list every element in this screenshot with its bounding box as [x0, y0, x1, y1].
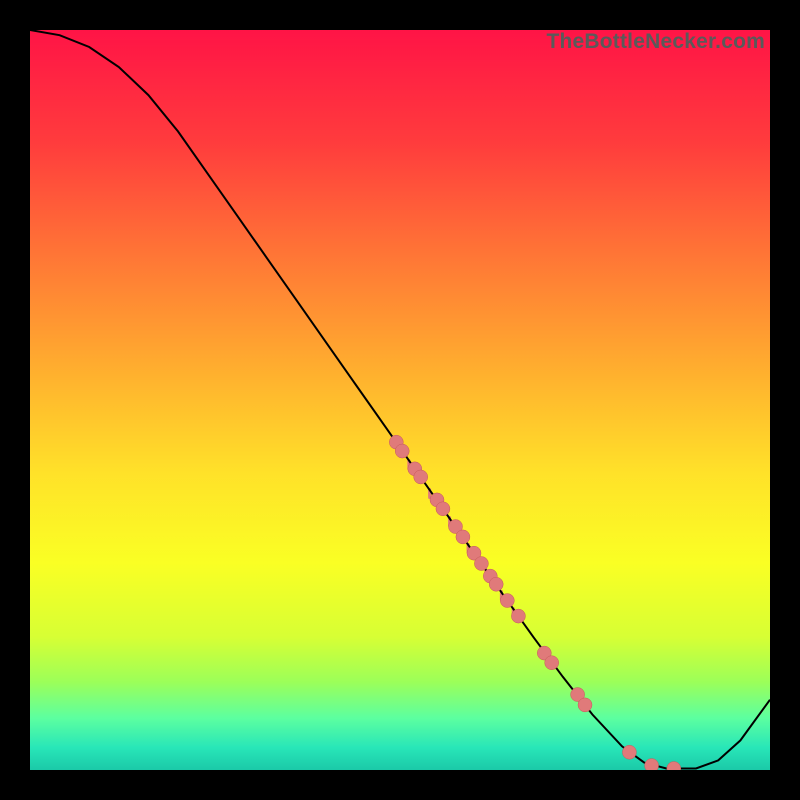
- scatter-point: [622, 745, 636, 759]
- scatter-point: [545, 656, 559, 670]
- scatter-point: [489, 577, 503, 591]
- plot-area: TheBottleNecker.com: [30, 30, 770, 770]
- scatter-points: [389, 435, 681, 770]
- scatter-point: [395, 444, 409, 458]
- chart-frame: TheBottleNecker.com: [0, 0, 800, 800]
- scatter-point: [474, 557, 488, 571]
- scatter-point: [645, 759, 659, 770]
- bottleneck-curve: [30, 30, 770, 769]
- scatter-point: [436, 502, 450, 516]
- scatter-point: [414, 470, 428, 484]
- chart-overlay: [30, 30, 770, 770]
- scatter-point: [500, 594, 514, 608]
- scatter-point: [456, 530, 470, 544]
- scatter-point: [667, 762, 681, 770]
- scatter-point: [511, 609, 525, 623]
- scatter-point: [578, 698, 592, 712]
